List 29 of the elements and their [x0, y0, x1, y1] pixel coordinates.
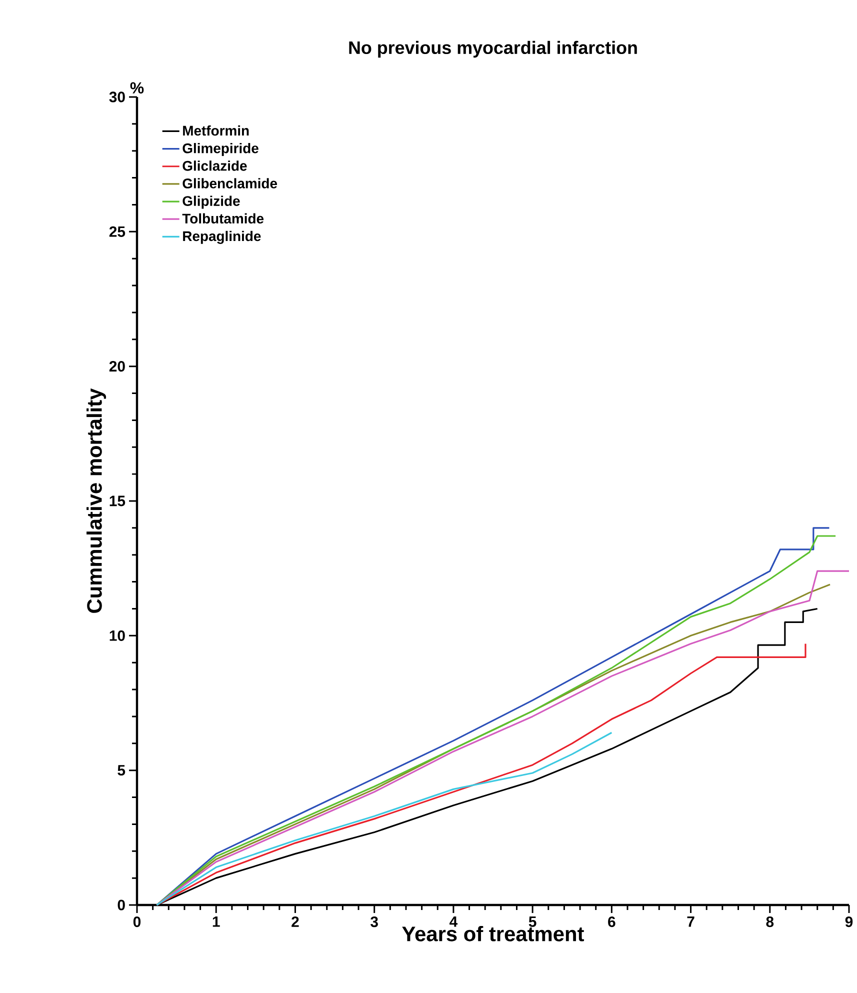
legend-label: Glibenclamide	[182, 178, 278, 188]
y-tick-label: 30	[109, 92, 125, 102]
y-tick-label: 10	[110, 630, 125, 641]
y-tick-label: 5	[118, 765, 126, 776]
x-tick-label: 1	[212, 916, 220, 927]
x-tick-label: 3	[370, 916, 378, 928]
legend-label: Repaglinide	[183, 230, 261, 244]
legend-label: Gliclazide	[182, 160, 247, 171]
x-tick-label: 7	[687, 916, 694, 927]
x-tick-label: 9	[845, 916, 853, 928]
y-tick-label: 0	[118, 900, 125, 910]
x-tick-label: 5	[528, 916, 536, 927]
y-tick-label: 25	[109, 226, 126, 237]
x-tick-label: 4	[450, 916, 458, 927]
line-series	[156, 732, 612, 906]
text: %	[130, 82, 144, 94]
y-axis-title: Cummulative mortality	[86, 388, 106, 613]
chart-title: No previous myocardial infarction	[349, 40, 637, 58]
x-axis-title: Years of treatment	[402, 926, 584, 942]
legend-label: Metformin	[183, 125, 249, 136]
legend-label: Glimepiride	[182, 142, 258, 156]
y-tick-label: 20	[109, 361, 125, 372]
y-tick-label: 15	[110, 496, 126, 506]
x-tick-label: 8	[766, 916, 774, 928]
legend-label: Tolbutamide	[182, 213, 264, 224]
x-tick-label: 0	[133, 916, 141, 928]
legend-label: Glipizide	[182, 196, 240, 209]
x-tick-label: 6	[608, 916, 616, 928]
x-tick-label: 2	[292, 916, 299, 927]
